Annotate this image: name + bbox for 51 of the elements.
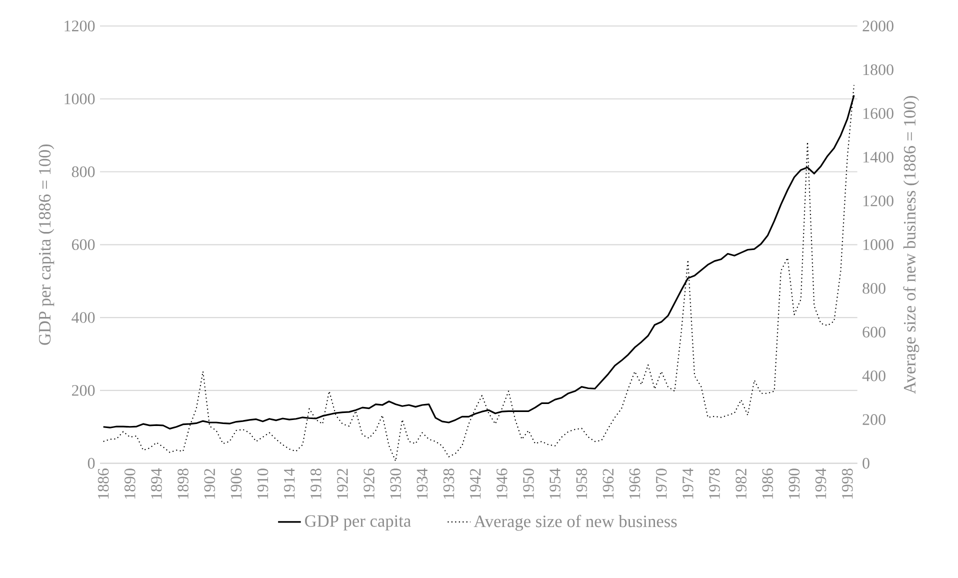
x-tick-label: 1974 xyxy=(682,468,694,499)
x-tick-label: 1914 xyxy=(284,468,295,499)
x-tick-label: 1942 xyxy=(470,468,481,499)
y2-tick-label: 1800 xyxy=(863,64,894,76)
x-tick-label: 1922 xyxy=(337,468,348,499)
y-tick-label: 800 xyxy=(72,166,95,178)
x-tick-label: 1998 xyxy=(842,468,853,499)
y2-tick-label: 200 xyxy=(862,414,886,425)
y2-tick-label: 1200 xyxy=(863,196,894,206)
x-tick-label: 1958 xyxy=(576,468,588,499)
y-tick-label: 600 xyxy=(72,239,95,250)
y-tick-label: 400 xyxy=(72,312,95,323)
x-tick-label: 1930 xyxy=(390,468,402,499)
y-axis-title: GDP per capita (1886 = 100) xyxy=(38,144,54,345)
x-tick-label: 1994 xyxy=(815,468,826,499)
x-tick-label: 1886 xyxy=(98,468,109,499)
legend-label: Average size of new business xyxy=(474,514,677,531)
y2-tick-label: 1600 xyxy=(863,108,894,119)
y2-tick-label: 0 xyxy=(862,458,870,469)
x-tick-label: 1910 xyxy=(257,468,268,499)
x-tick-label: 1918 xyxy=(310,468,322,499)
y2-tick-label: 800 xyxy=(862,282,886,294)
x-tick-label: 1990 xyxy=(788,468,800,499)
x-tick-label: 1934 xyxy=(416,468,428,499)
y2-axis-title: Average size of new business (1886 = 100) xyxy=(903,96,920,394)
y-tick-label: 0 xyxy=(88,458,95,469)
x-tick-label: 1926 xyxy=(364,468,374,499)
legend-label: GDP per capita xyxy=(305,515,411,530)
y2-tick-label: 400 xyxy=(862,370,886,382)
x-tick-label: 1978 xyxy=(709,468,720,499)
x-tick-label: 1890 xyxy=(124,468,136,499)
x-tick-label: 1986 xyxy=(762,468,774,499)
x-tick-label: 1938 xyxy=(443,468,454,499)
y2-tick-label: 1400 xyxy=(863,152,894,163)
x-tick-label: 1898 xyxy=(178,468,188,499)
x-tick-label: 1946 xyxy=(496,468,508,499)
y2-tick-label: 1000 xyxy=(863,239,894,250)
y-tick-label: 1200 xyxy=(64,20,95,32)
x-tick-label: 1970 xyxy=(656,468,667,499)
y-tick-label: 1000 xyxy=(64,93,95,104)
y2-tick-label: 2000 xyxy=(862,20,894,32)
y2-tick-label: 600 xyxy=(862,326,886,338)
x-tick-label: 1962 xyxy=(602,468,614,499)
x-tick-label: 1982 xyxy=(736,468,746,499)
x-tick-label: 1950 xyxy=(523,468,534,499)
y-tick-label: 200 xyxy=(72,385,95,396)
x-tick-label: 1966 xyxy=(629,468,640,499)
x-tick-label: 1906 xyxy=(230,468,242,499)
x-tick-label: 1954 xyxy=(550,468,560,499)
x-tick-label: 1902 xyxy=(204,468,216,499)
x-tick-label: 1894 xyxy=(151,468,162,499)
